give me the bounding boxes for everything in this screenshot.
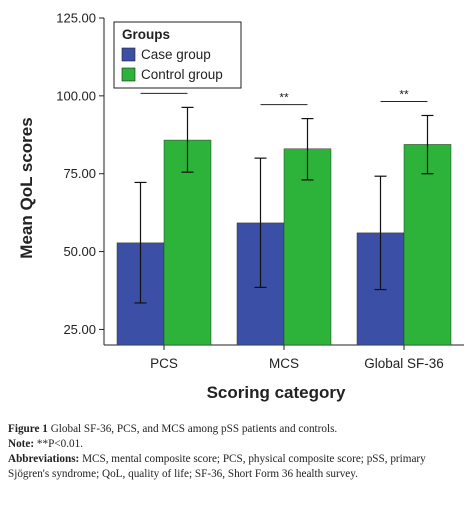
caption-note-label: Note: bbox=[8, 438, 35, 450]
x-tick-label: PCS bbox=[150, 356, 178, 371]
legend-swatch-control bbox=[121, 67, 136, 82]
legend-swatch-case bbox=[121, 47, 136, 62]
bar-control-group bbox=[283, 148, 332, 346]
y-tick-label: 100.00 bbox=[56, 88, 96, 103]
significance-label: ** bbox=[279, 91, 289, 105]
bar-control-group bbox=[163, 139, 212, 346]
caption-figure-label: Figure 1 bbox=[8, 423, 48, 435]
y-tick-label: 25.00 bbox=[63, 322, 96, 337]
y-tick-label: 50.00 bbox=[63, 244, 96, 259]
plot-area: 25.00 50.00 75.00 100.00 125.00 PCS ** MCS ** Glo… bbox=[56, 11, 464, 371]
legend-label-control: Control group bbox=[141, 67, 223, 82]
y-tick-label: 75.00 bbox=[63, 166, 96, 181]
x-tick-label: MCS bbox=[269, 356, 299, 371]
significance-label: ** bbox=[399, 87, 409, 101]
caption-note-line: Note: **P<0.01. bbox=[8, 437, 464, 452]
y-tick-label: 125.00 bbox=[56, 11, 96, 26]
x-axis-label: Scoring category bbox=[207, 383, 346, 402]
figure-caption: Figure 1 Global SF-36, PCS, and MCS amon… bbox=[8, 422, 464, 482]
x-tick-label: Global SF-36 bbox=[364, 356, 444, 371]
legend-label-case: Case group bbox=[141, 47, 211, 62]
y-axis-label: Mean QoL scores bbox=[17, 117, 36, 258]
legend: Groups Case group Control group bbox=[113, 21, 242, 89]
caption-figure-line: Figure 1 Global SF-36, PCS, and MCS amon… bbox=[8, 422, 464, 437]
bar-chart: 25.00 50.00 75.00 100.00 125.00 PCS ** MCS ** Glo… bbox=[17, 11, 464, 402]
caption-abbr-label: Abbreviations: bbox=[8, 453, 80, 465]
legend-title: Groups bbox=[122, 27, 170, 42]
caption-abbr-text: MCS, mental composite score; PCS, physic… bbox=[8, 453, 426, 480]
caption-note-text: **P<0.01. bbox=[36, 438, 83, 450]
caption-figure-text: Global SF-36, PCS, and MCS among pSS pat… bbox=[50, 423, 338, 435]
caption-abbr-line: Abbreviations: MCS, mental composite sco… bbox=[8, 452, 464, 482]
bar-control-group bbox=[403, 144, 452, 346]
